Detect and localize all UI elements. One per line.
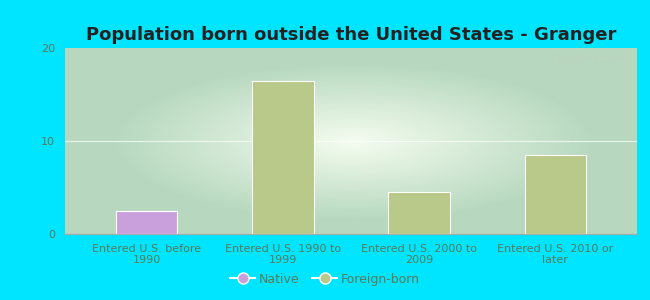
Bar bbox=[252, 80, 313, 234]
Bar bbox=[116, 211, 177, 234]
Legend: Native, Foreign-born: Native, Foreign-born bbox=[225, 268, 425, 291]
Text: City-Data.com: City-Data.com bbox=[551, 54, 625, 64]
Bar bbox=[525, 155, 586, 234]
Bar bbox=[389, 192, 450, 234]
Title: Population born outside the United States - Granger: Population born outside the United State… bbox=[86, 26, 616, 44]
